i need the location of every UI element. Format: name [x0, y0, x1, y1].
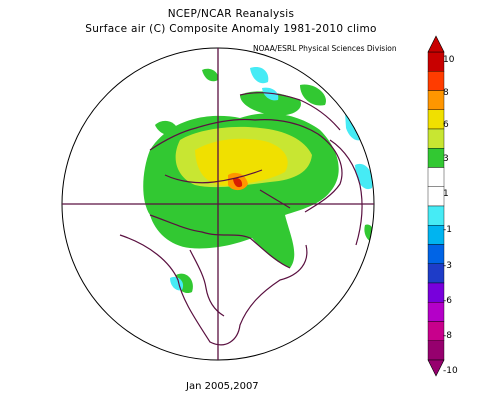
- colorbar-cell: [427, 340, 445, 361]
- date-label: Jan 2005,2007: [186, 381, 259, 392]
- anomaly-area-green: [155, 120, 178, 135]
- colorbar-label: 6: [443, 120, 449, 130]
- colorbar-label: 1: [443, 189, 449, 199]
- colorbar-cell: [427, 71, 445, 91]
- anomaly-area-cyan: [250, 66, 269, 84]
- colorbar-label: 3: [443, 154, 449, 164]
- colorbar-cell: [427, 186, 445, 207]
- anomaly-area-green: [300, 84, 326, 106]
- colorbar-label: -1: [443, 225, 452, 235]
- colorbar-cell: [427, 148, 445, 168]
- colorbar-cell: [427, 302, 445, 322]
- colorbar-cell: [427, 321, 445, 341]
- anomaly-area-green: [202, 68, 219, 82]
- coastlines: [119, 92, 363, 346]
- colorbar-label: 10: [443, 55, 455, 65]
- colorbar-top-arrow: [427, 35, 445, 53]
- colorbar-cell: [427, 128, 445, 149]
- colorbar-cell: [427, 225, 445, 245]
- credit-text: NOAA/ESRL Physical Sciences Division: [253, 44, 397, 53]
- title-line-2: Surface air (C) Composite Anomaly 1981-2…: [85, 23, 377, 35]
- colorbar-cell: [427, 282, 445, 303]
- colorbar-bottom-arrow: [427, 359, 445, 377]
- colorbar-label: 8: [443, 88, 449, 98]
- colorbar-cell: [427, 167, 445, 187]
- colorbar-label: -3: [443, 261, 452, 271]
- colorbar-label: -8: [443, 331, 452, 341]
- anomaly-area-red: [233, 177, 243, 188]
- colorbar-cell: [427, 263, 445, 284]
- colorbar-label: -6: [443, 296, 452, 306]
- colorbar-cell: [427, 51, 445, 72]
- anomaly-area-green: [240, 91, 301, 116]
- colorbar-cell: [427, 90, 445, 110]
- colorbar-cell: [427, 244, 445, 264]
- anomaly-area-cyan: [262, 87, 279, 101]
- colorbar-cell: [427, 109, 445, 130]
- colorbar-cell: [427, 205, 445, 226]
- colorbar-label: -10: [443, 366, 458, 376]
- title-line-1: NCEP/NCAR Reanalysis: [167, 8, 295, 20]
